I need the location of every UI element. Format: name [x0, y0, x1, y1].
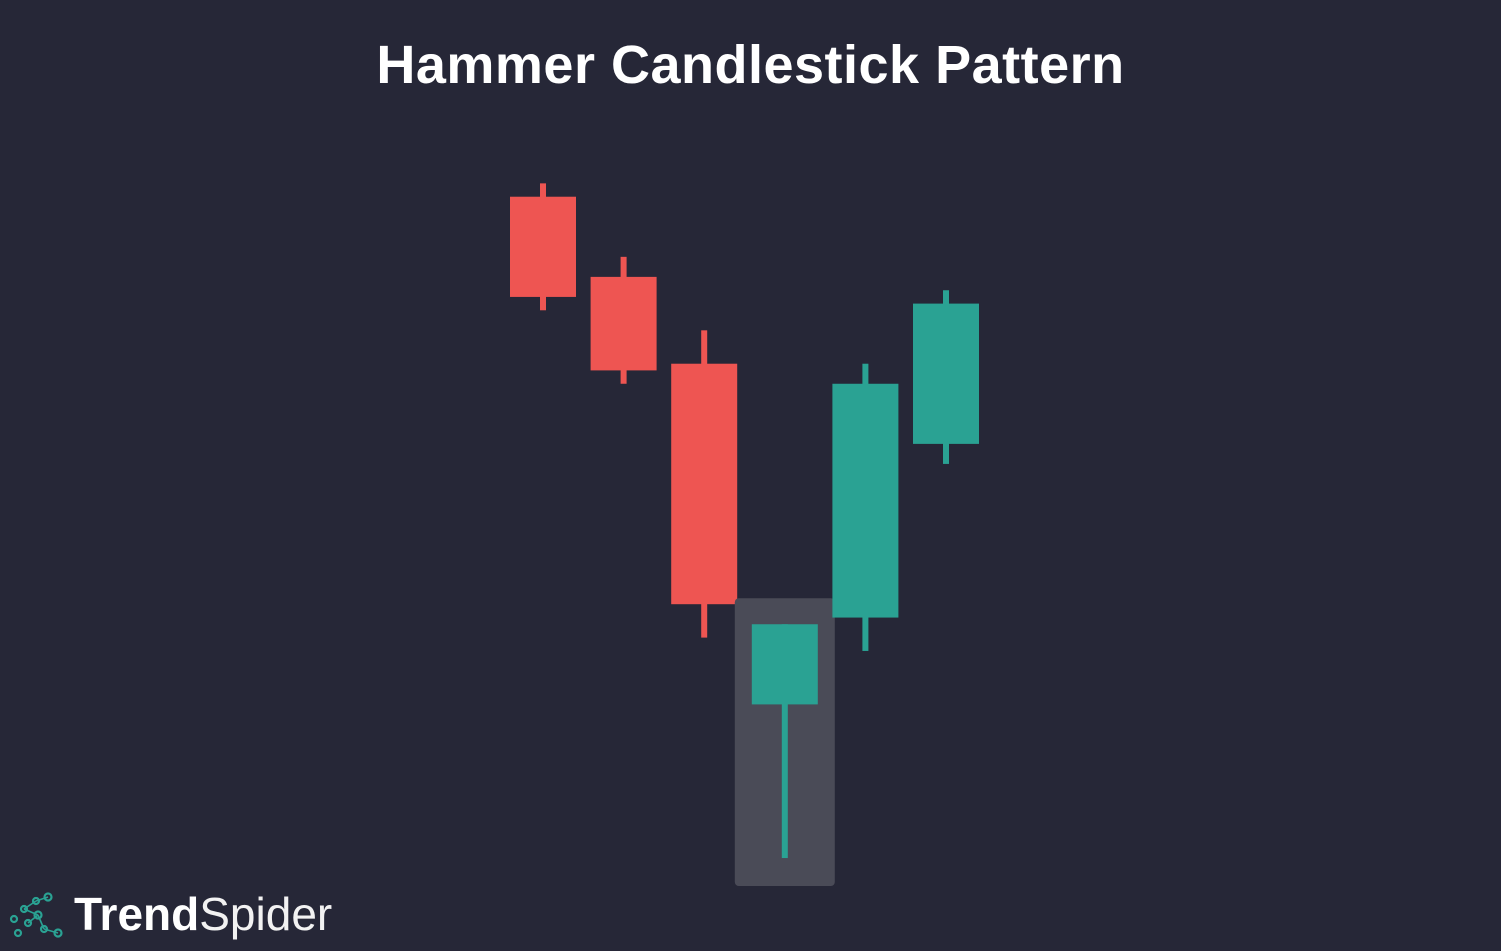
candle-body-6: [913, 303, 979, 444]
candle-wick-4: [781, 624, 788, 859]
logo-word-light: Spider: [199, 888, 333, 940]
logo-wordmark: TrendSpider: [74, 887, 332, 941]
trendspider-logo: TrendSpider: [8, 884, 332, 944]
candle-body-1: [510, 196, 576, 297]
candle-body-5: [832, 383, 899, 618]
candle-body-4: [751, 624, 818, 705]
candle-body-2: [590, 276, 657, 371]
candle-body-3: [671, 363, 738, 605]
logo-word-bold: Trend: [74, 888, 200, 940]
chart-title: Hammer Candlestick Pattern: [376, 35, 1125, 95]
spider-dots-icon: [9, 892, 63, 938]
